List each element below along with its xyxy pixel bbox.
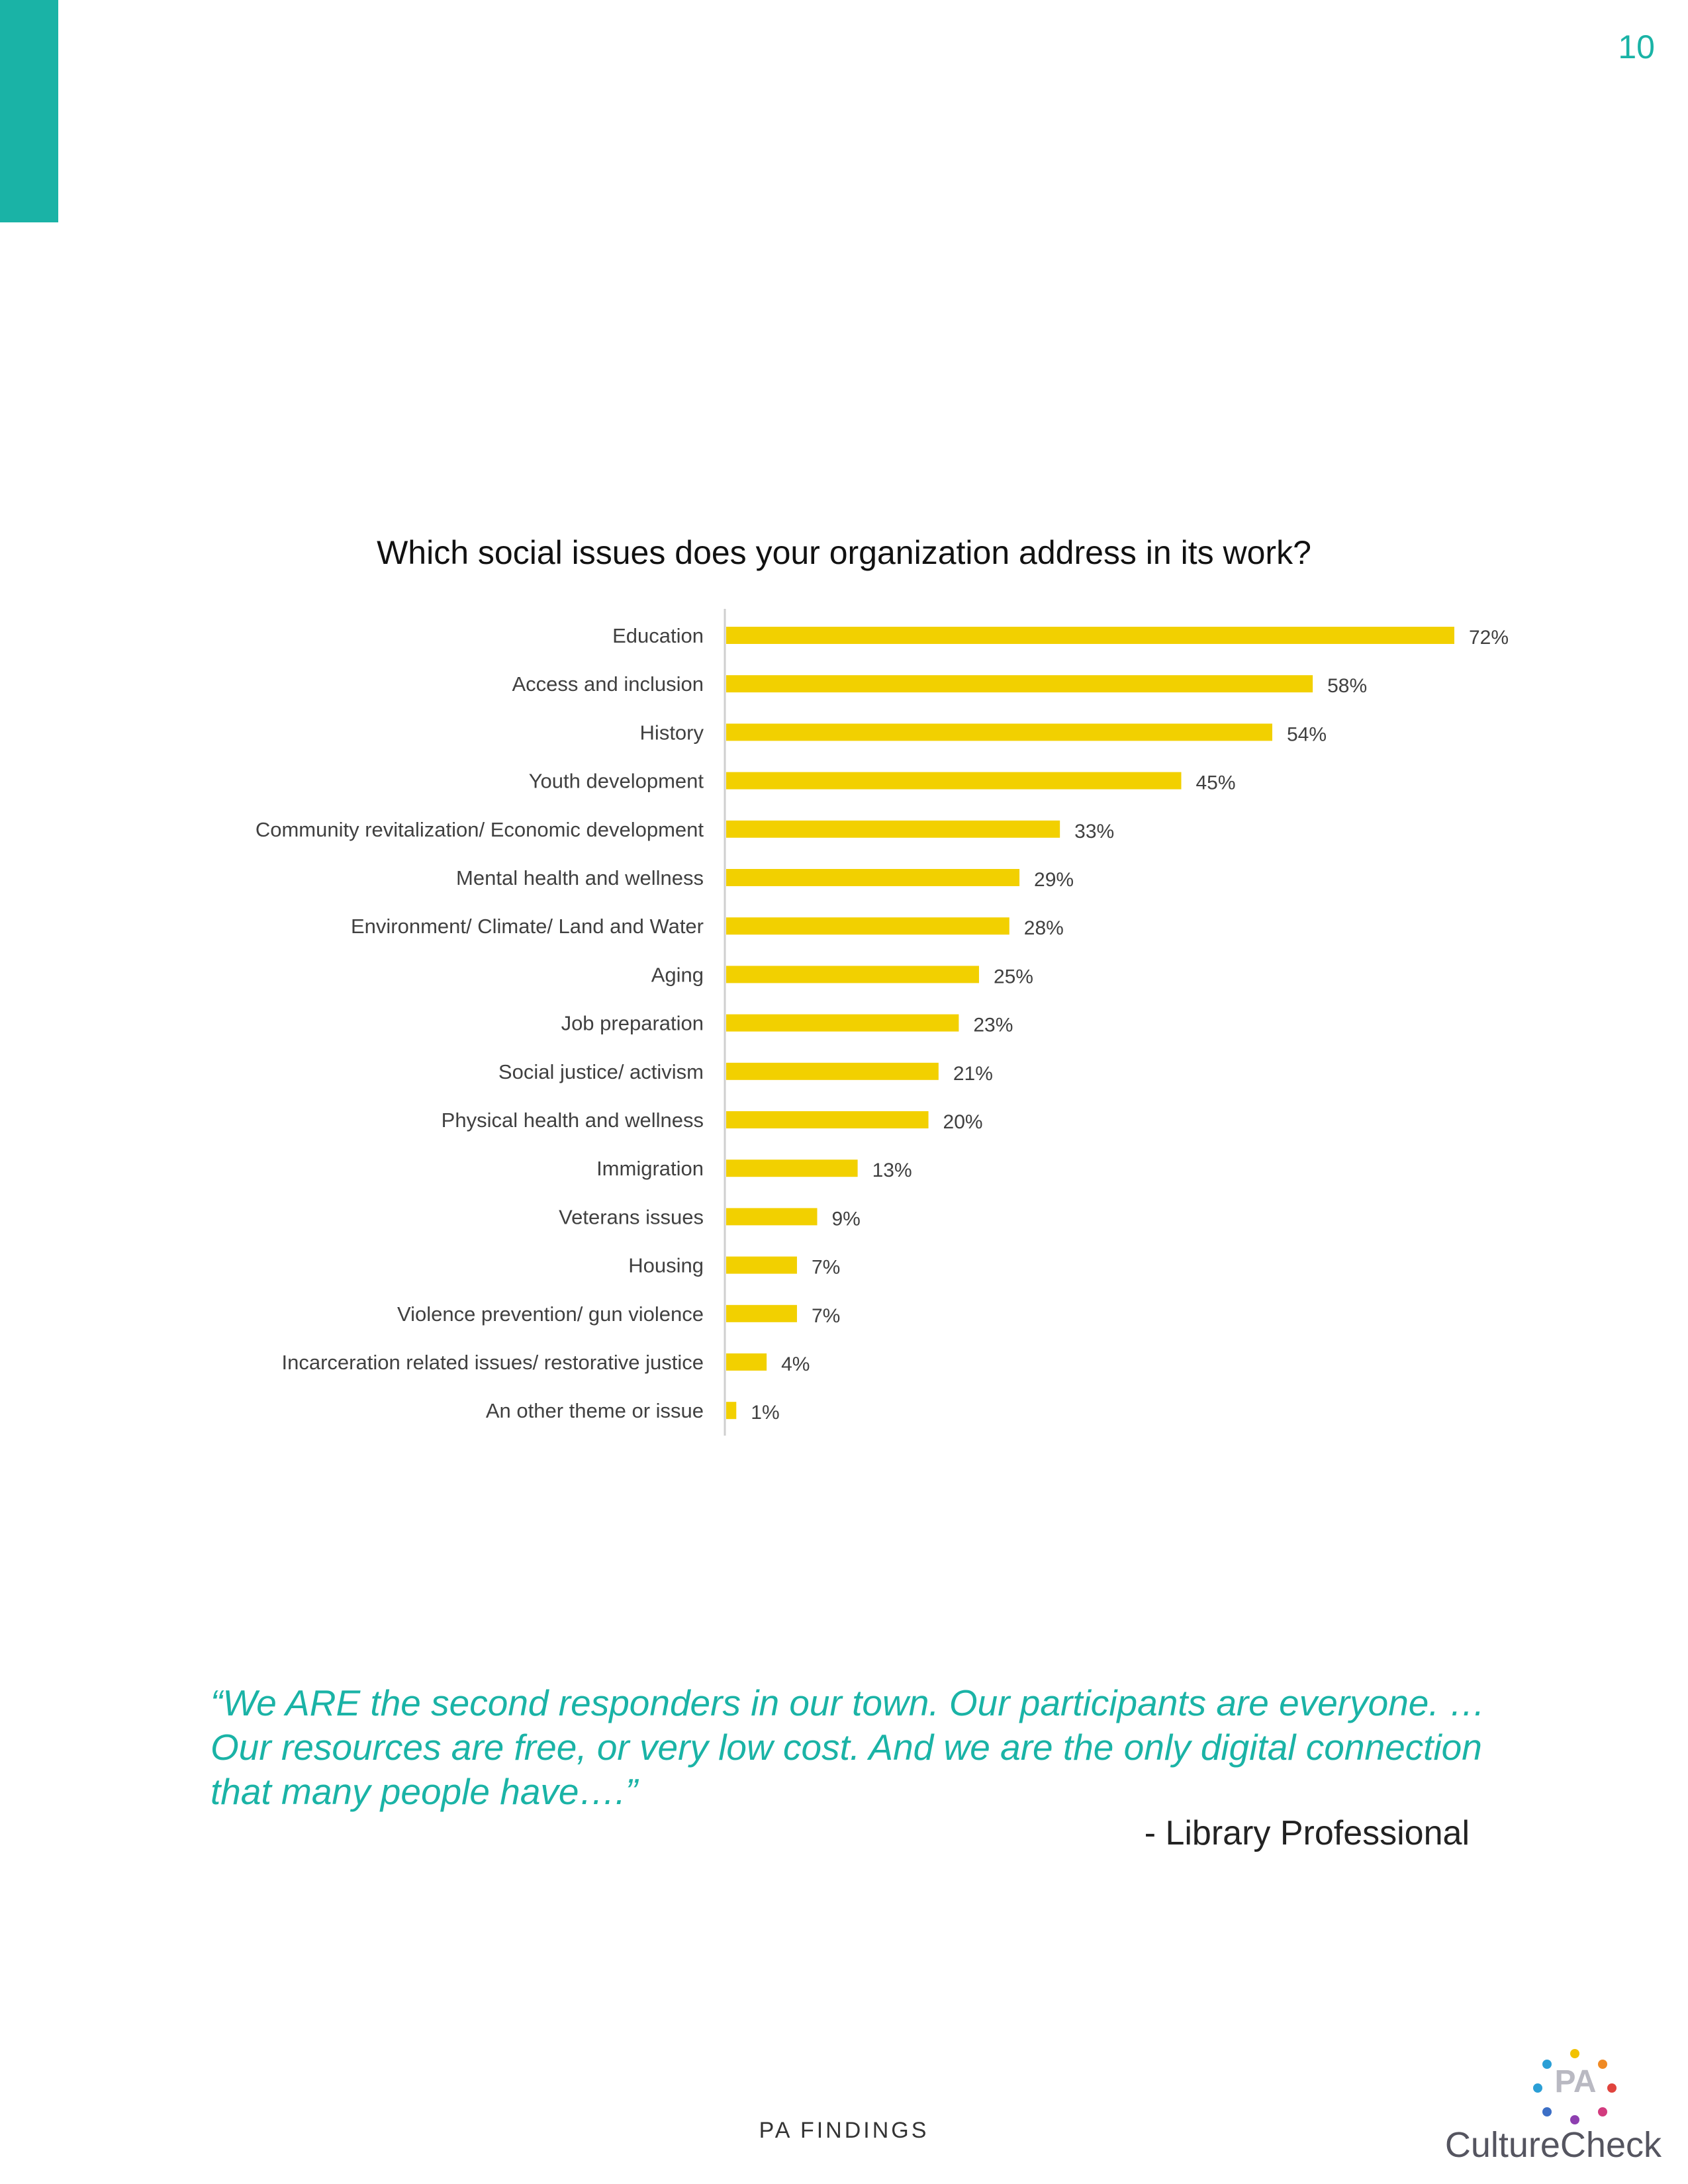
category-label: Violence prevention/ gun violence [397, 1302, 704, 1326]
bar [726, 1014, 959, 1032]
chart-title: Which social issues does your organizati… [377, 534, 1311, 571]
value-label: 72% [1469, 627, 1509, 649]
value-label: 33% [1074, 821, 1114, 842]
value-label: 25% [994, 966, 1033, 987]
bar [726, 1304, 797, 1322]
bar [726, 723, 1272, 741]
bar [726, 1111, 929, 1128]
bar [726, 1062, 939, 1080]
category-label: Community revitalization/ Economic devel… [256, 818, 704, 841]
value-label: 58% [1327, 675, 1367, 697]
value-label: 4% [781, 1353, 810, 1375]
value-label: 54% [1287, 723, 1327, 745]
category-label: Education [612, 624, 704, 647]
bar [726, 1353, 767, 1371]
culturecheck-logo: PA CultureCheck [1436, 2045, 1662, 2165]
category-label: History [640, 721, 704, 744]
bar [726, 1256, 797, 1274]
category-label: Veterans issues [559, 1205, 704, 1228]
logo-dots-icon: PA [1529, 2045, 1622, 2124]
value-label: 23% [973, 1015, 1013, 1036]
bar [726, 966, 979, 983]
category-label: Housing [628, 1254, 704, 1277]
accent-side-tab [0, 0, 58, 222]
logo-pa-text: PA [1554, 2064, 1597, 2099]
value-label: 28% [1024, 917, 1064, 939]
category-label: Job preparation [561, 1012, 704, 1035]
bar [726, 917, 1009, 935]
page-number: 10 [1618, 28, 1655, 66]
category-label: Youth development [529, 770, 704, 793]
quote-attribution: - Library Professional [1144, 1814, 1470, 1852]
category-label: Aging [651, 963, 704, 986]
bars-group: Education 72% Access and inclusion 58% Histo… [256, 624, 1509, 1424]
bar [726, 675, 1313, 693]
value-label: 21% [953, 1063, 993, 1085]
logo-name: CultureCheck [1444, 2125, 1662, 2165]
value-label: 7% [812, 1257, 840, 1279]
category-label: An other theme or issue [486, 1399, 704, 1422]
bar [726, 627, 1454, 644]
value-label: 29% [1034, 869, 1074, 891]
category-label: Physical health and wellness [442, 1109, 704, 1132]
category-label: Incarceration related issues/ restorativ… [281, 1351, 704, 1374]
value-label: 1% [751, 1402, 779, 1424]
category-label: Environment/ Climate/ Land and Water [351, 915, 704, 938]
value-label: 45% [1196, 772, 1236, 794]
value-label: 9% [832, 1208, 861, 1230]
value-label: 20% [943, 1111, 983, 1133]
value-label: 13% [872, 1160, 912, 1181]
bar [726, 772, 1182, 790]
value-label: 7% [812, 1305, 840, 1327]
bar-chart: Education 72% Access and inclusion 58% Histo… [256, 609, 1509, 1436]
category-label: Access and inclusion [512, 672, 704, 696]
bar [726, 1160, 858, 1177]
category-label: Social justice/ activism [498, 1060, 704, 1083]
category-label: Mental health and wellness [456, 866, 704, 889]
bar [726, 1208, 818, 1226]
bar [726, 869, 1020, 886]
category-label: Immigration [596, 1157, 704, 1180]
bar [726, 820, 1060, 838]
bar [726, 1402, 737, 1420]
footer-section-label: PA FINDINGS [759, 2118, 929, 2143]
testimonial-quote: “We ARE the second responders in our tow… [211, 1682, 1485, 1812]
